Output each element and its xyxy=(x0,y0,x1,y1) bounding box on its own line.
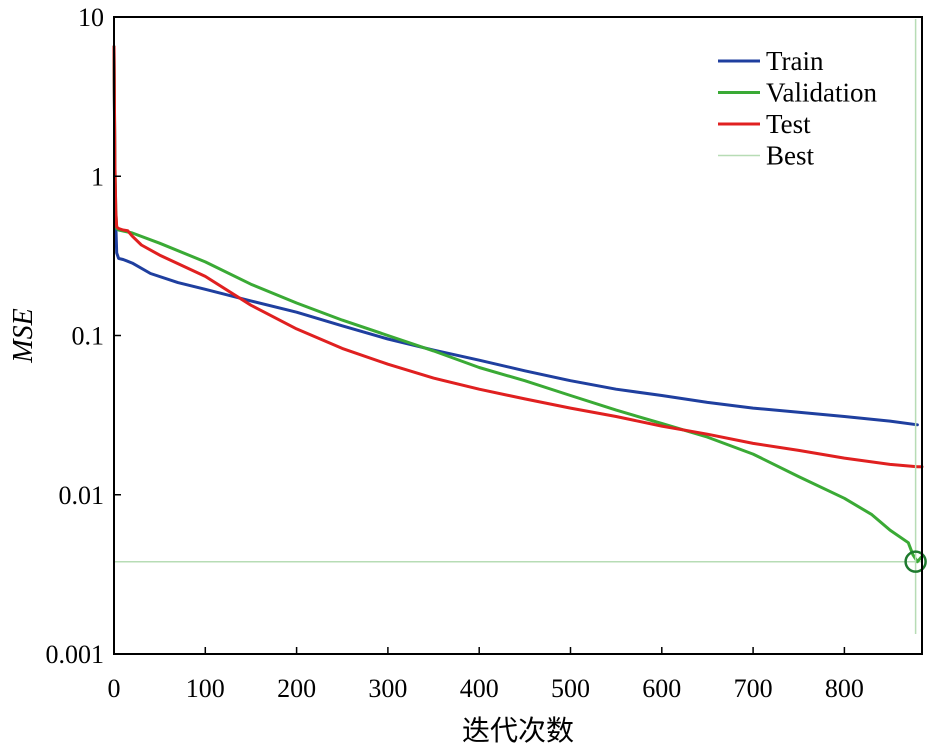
legend-label-validation: Validation xyxy=(766,78,877,108)
legend-label-train: Train xyxy=(766,46,824,76)
y-axis: 0.001 0.01 0.1 1 10 xyxy=(46,3,121,669)
y-tick-label: 0.01 xyxy=(59,481,105,510)
y-tick-label: 0.1 xyxy=(72,322,105,351)
x-tick-label: 800 xyxy=(825,674,864,703)
x-tick-label: 0 xyxy=(108,674,121,703)
x-tick-label: 400 xyxy=(460,674,499,703)
series-line-test xyxy=(112,45,924,469)
x-tick-label: 300 xyxy=(368,674,407,703)
x-axis: 0 100 200 300 400 500 600 700 800 xyxy=(108,647,864,703)
y-tick-label: 10 xyxy=(78,3,104,32)
x-tick-label: 700 xyxy=(734,674,773,703)
x-tick-label: 100 xyxy=(186,674,225,703)
legend-label-test: Test xyxy=(766,109,811,139)
best-point-marker xyxy=(904,550,927,573)
x-tick-label: 500 xyxy=(551,674,590,703)
y-tick-label: 0.001 xyxy=(46,640,105,669)
series-line-train xyxy=(112,45,919,427)
y-axis-title: MSE xyxy=(8,308,39,363)
y-tick-label: 1 xyxy=(91,162,104,191)
x-axis-title: 迭代次数 xyxy=(462,715,574,747)
legend-label-best: Best xyxy=(766,141,815,171)
series-layer xyxy=(112,45,924,564)
x-tick-label: 600 xyxy=(642,674,681,703)
x-tick-label: 200 xyxy=(277,674,316,703)
marker-layer xyxy=(904,19,927,634)
